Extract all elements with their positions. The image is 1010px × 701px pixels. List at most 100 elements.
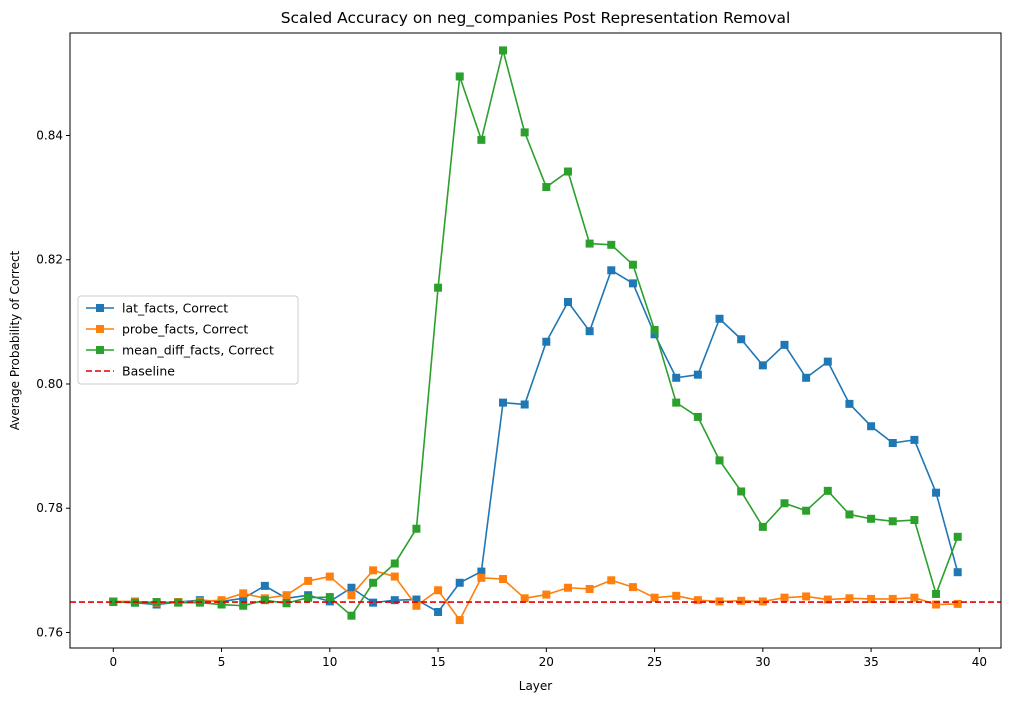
- y-tick-label: 0.78: [36, 501, 63, 515]
- data-point: [369, 598, 378, 607]
- data-point: [325, 593, 334, 602]
- x-tick-label: 35: [863, 655, 878, 669]
- x-axis-label: Layer: [519, 679, 553, 693]
- data-point: [650, 593, 659, 602]
- data-point: [650, 330, 659, 339]
- data-point: [737, 487, 746, 496]
- data-point: [737, 596, 746, 605]
- x-tick-label: 40: [972, 655, 987, 669]
- data-point: [563, 583, 572, 592]
- data-point: [953, 568, 962, 577]
- data-point: [412, 595, 421, 604]
- data-point: [325, 572, 334, 581]
- data-point: [325, 597, 334, 606]
- series-group: [70, 46, 1001, 625]
- data-point: [585, 239, 594, 248]
- plot-area: [70, 46, 1001, 625]
- data-point: [455, 72, 464, 81]
- data-point: [434, 283, 443, 292]
- chart-title: Scaled Accuracy on neg_companies Post Re…: [281, 9, 791, 28]
- legend-label: Baseline: [122, 364, 175, 379]
- data-point: [910, 593, 919, 602]
- data-point: [932, 600, 941, 609]
- legend-swatch-marker: [96, 304, 104, 312]
- data-point: [239, 589, 248, 598]
- data-point: [239, 601, 248, 610]
- data-point: [563, 167, 572, 176]
- data-point: [434, 586, 443, 595]
- data-point: [888, 517, 897, 526]
- data-point: [845, 399, 854, 408]
- data-point: [347, 591, 356, 600]
- y-tick-label: 0.80: [36, 377, 63, 391]
- data-point: [867, 422, 876, 431]
- data-point: [304, 576, 313, 585]
- data-point: [499, 46, 508, 55]
- data-point: [412, 524, 421, 533]
- data-point: [672, 591, 681, 600]
- data-point: [520, 128, 529, 137]
- data-point: [845, 510, 854, 519]
- data-point: [910, 435, 919, 444]
- legend-label: mean_diff_facts, Correct: [122, 343, 274, 358]
- y-axis-label: Average Probability of Correct: [8, 250, 22, 430]
- data-point: [628, 583, 637, 592]
- data-point: [628, 279, 637, 288]
- data-point: [217, 596, 226, 605]
- data-point: [953, 599, 962, 608]
- data-point: [888, 594, 897, 603]
- data-point: [693, 412, 702, 421]
- legend-box: [77, 295, 299, 385]
- data-point: [390, 596, 399, 605]
- data-point: [758, 597, 767, 606]
- data-point: [780, 593, 789, 602]
- data-point: [672, 398, 681, 407]
- x-tick-label: 15: [430, 655, 445, 669]
- data-point: [542, 183, 551, 192]
- data-point: [953, 532, 962, 541]
- data-point: [823, 595, 832, 604]
- data-point: [780, 340, 789, 349]
- data-point: [455, 578, 464, 587]
- x-tick-label: 0: [109, 655, 117, 669]
- data-point: [607, 240, 616, 249]
- data-point: [477, 135, 486, 144]
- x-tick-label: 5: [218, 655, 226, 669]
- series-line-1: [113, 569, 958, 621]
- data-point: [239, 594, 248, 603]
- data-point: [282, 599, 291, 608]
- series-line-0: [113, 269, 959, 613]
- data-point: [304, 593, 313, 602]
- data-point: [390, 572, 399, 581]
- y-tick-label: 0.76: [36, 625, 63, 639]
- data-point: [867, 594, 876, 603]
- data-point: [628, 260, 637, 269]
- data-point: [477, 573, 486, 582]
- data-point: [455, 616, 464, 625]
- data-point: [369, 566, 378, 575]
- y-tick-label: 0.84: [36, 129, 63, 143]
- data-point: [542, 590, 551, 599]
- data-point: [693, 370, 702, 379]
- legend: lat_facts, Correct probe_facts, Correct me…: [77, 295, 299, 385]
- data-point: [607, 266, 616, 275]
- data-point: [932, 488, 941, 497]
- x-tick-label: 10: [322, 655, 337, 669]
- axes: 0 5 10 15 20 25 30 35 40 0.76 0.78 0.80 0.82 0.84: [36, 32, 1002, 669]
- data-point: [369, 578, 378, 587]
- data-point: [823, 357, 832, 366]
- legend-label: probe_facts, Correct: [122, 322, 248, 337]
- data-point: [715, 456, 724, 465]
- data-point: [282, 591, 291, 600]
- legend-swatch-marker: [96, 346, 104, 354]
- data-point: [434, 607, 443, 616]
- data-point: [932, 589, 941, 598]
- data-point: [845, 594, 854, 603]
- data-point: [758, 522, 767, 531]
- data-point: [888, 439, 897, 447]
- data-point: [542, 337, 551, 346]
- x-tick-label: 30: [755, 655, 770, 669]
- data-point: [347, 583, 356, 592]
- data-point: [802, 373, 811, 382]
- data-point: [910, 516, 919, 525]
